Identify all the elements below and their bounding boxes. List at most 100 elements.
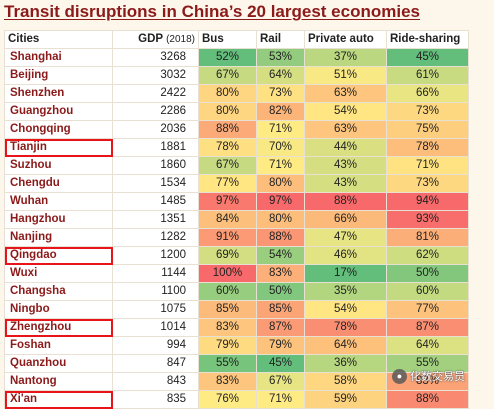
rail-cell: 70% [256,138,305,157]
city-cell: Shanghai [4,48,113,67]
rail-cell: 79% [256,336,305,355]
bus-cell: 85% [198,300,257,319]
bus-cell: 67% [198,156,257,175]
bus-cell: 91% [198,228,257,247]
rail-cell: 71% [256,120,305,139]
header-gdp-year: (2018) [166,34,195,45]
bus-cell: 52% [198,48,257,67]
city-cell: Beijing [4,66,113,85]
table-row: Shanghai 3268 52% 53% 37% 45% [4,48,469,67]
ride-sharing-cell: 55% [386,354,469,373]
table-row: Changsha 1100 60% 50% 35% 60% [4,282,469,301]
private-auto-cell: 51% [304,66,387,85]
gdp-cell: 847 [112,354,199,373]
ride-sharing-cell: 88% [386,390,469,409]
wechat-icon: ● [392,368,407,384]
table-body: Shanghai 3268 52% 53% 37% 45% Beijing 3032 67% 64… [4,48,469,409]
ride-sharing-cell: 78% [386,138,469,157]
city-cell: Guangzhou [4,102,113,121]
rail-cell: 53% [256,48,305,67]
ride-sharing-cell: 62% [386,246,469,265]
gdp-cell: 835 [112,390,199,409]
private-auto-cell: 88% [304,192,387,211]
bus-cell: 84% [198,210,257,229]
table-row: Xi'an 835 76% 71% 59% 88% [4,390,469,409]
table-title: Transit disruptions in China’s 20 larges… [4,2,420,21]
private-auto-cell: 78% [304,318,387,337]
ride-sharing-cell: 71% [386,156,469,175]
table-row: Wuhan 1485 97% 97% 88% 94% [4,192,469,211]
bus-cell: 78% [198,138,257,157]
gdp-cell: 1100 [112,282,199,301]
private-auto-cell: 66% [304,210,387,229]
table-row: Chongqing 2036 88% 71% 63% 75% [4,120,469,139]
ride-sharing-cell: 60% [386,282,469,301]
rail-cell: 45% [256,354,305,373]
ride-sharing-cell: 45% [386,48,469,67]
ride-sharing-cell: 87% [386,318,469,337]
city-cell: Tianjin [4,138,113,157]
table-row: Chengdu 1534 77% 80% 43% 73% [4,174,469,193]
rail-cell: 80% [256,210,305,229]
table-row: Foshan 994 79% 79% 64% 64% [4,336,469,355]
rail-cell: 50% [256,282,305,301]
rail-cell: 80% [256,174,305,193]
private-auto-cell: 43% [304,156,387,175]
header-row: Cities GDP (2018) Bus Rail Private auto … [4,30,469,49]
rail-cell: 64% [256,66,305,85]
city-cell: Nantong [4,372,113,391]
rail-cell: 67% [256,372,305,391]
ride-sharing-cell: 61% [386,66,469,85]
gdp-cell: 994 [112,336,199,355]
table-row: Shenzhen 2422 80% 73% 63% 66% [4,84,469,103]
city-cell: Nanjing [4,228,113,247]
rail-cell: 71% [256,390,305,409]
table-row: Hangzhou 1351 84% 80% 66% 93% [4,210,469,229]
bus-cell: 97% [198,192,257,211]
gdp-cell: 3268 [112,48,199,67]
bus-cell: 69% [198,246,257,265]
gdp-cell: 1014 [112,318,199,337]
private-auto-cell: 63% [304,84,387,103]
table-row: Nanjing 1282 91% 88% 47% 81% [4,228,469,247]
table-row: Guangzhou 2286 80% 82% 54% 73% [4,102,469,121]
table-row: Zhengzhou 1014 83% 87% 78% 87% [4,318,469,337]
bus-cell: 60% [198,282,257,301]
gdp-cell: 1860 [112,156,199,175]
header-gdp: GDP (2018) [112,30,199,49]
private-auto-cell: 47% [304,228,387,247]
city-cell: Wuhan [4,192,113,211]
ride-sharing-cell: 66% [386,84,469,103]
private-auto-cell: 63% [304,120,387,139]
gdp-cell: 843 [112,372,199,391]
private-auto-cell: 64% [304,336,387,355]
transit-table: Cities GDP (2018) Bus Rail Private auto … [4,30,469,409]
table-row: Tianjin 1881 78% 70% 44% 78% [4,138,469,157]
rail-cell: 88% [256,228,305,247]
bus-cell: 80% [198,84,257,103]
city-cell: Zhengzhou [4,318,113,337]
private-auto-cell: 54% [304,300,387,319]
header-private-auto: Private auto [304,30,387,49]
private-auto-cell: 54% [304,102,387,121]
rail-cell: 82% [256,102,305,121]
ride-sharing-cell: 73% [386,102,469,121]
gdp-cell: 2036 [112,120,199,139]
header-cities: Cities [4,30,113,49]
bus-cell: 77% [198,174,257,193]
city-cell: Chongqing [4,120,113,139]
ride-sharing-cell: 75% [386,120,469,139]
ride-sharing-cell: 81% [386,228,469,247]
table-row: Suzhou 1860 67% 71% 43% 71% [4,156,469,175]
watermark-text: 化数交易员 [410,371,465,383]
table-row: Quanzhou 847 55% 45% 36% 55% [4,354,469,373]
city-cell: Quanzhou [4,354,113,373]
private-auto-cell: 37% [304,48,387,67]
bus-cell: 100% [198,264,257,283]
gdp-cell: 1144 [112,264,199,283]
rail-cell: 54% [256,246,305,265]
gdp-cell: 1200 [112,246,199,265]
bus-cell: 67% [198,66,257,85]
city-cell: Xi'an [4,390,113,409]
city-cell: Shenzhen [4,84,113,103]
